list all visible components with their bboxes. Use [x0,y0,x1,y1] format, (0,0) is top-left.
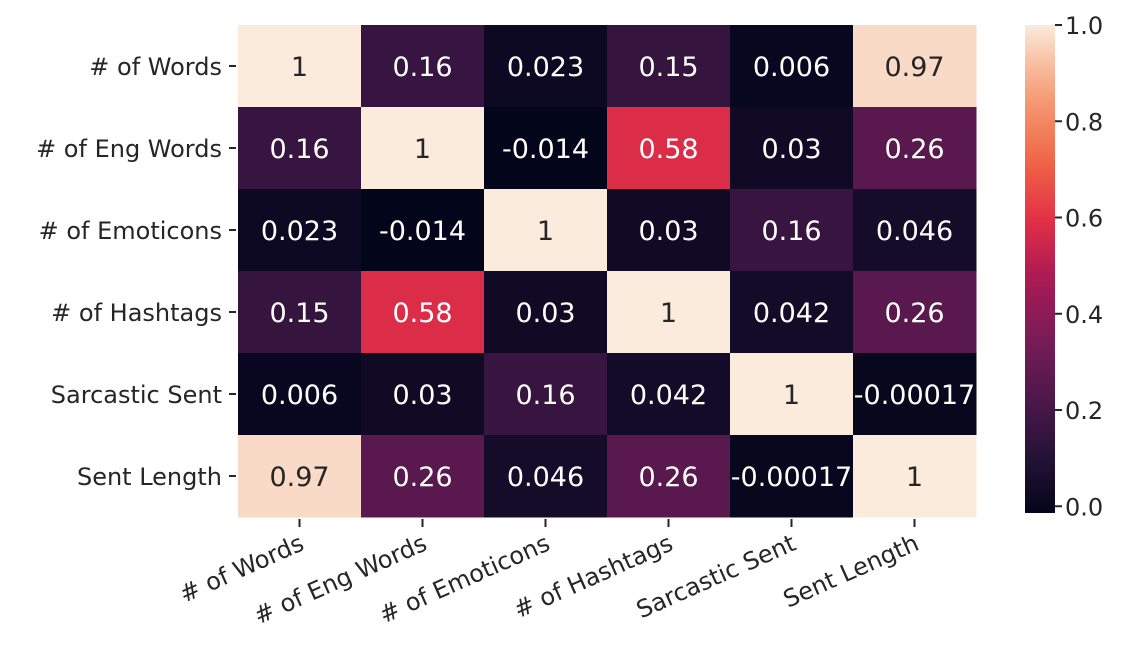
heatmap-cell [730,25,854,108]
cell-value-label: -0.014 [379,216,466,247]
cell-value-label: 0.26 [638,462,698,493]
heatmap-cell [484,25,608,108]
cell-value-label: 0.023 [507,52,584,83]
colorbar-tick-label: 0.8 [1065,108,1103,136]
heatmap-cell [853,189,977,272]
cell-value-label: 1 [783,380,800,411]
cell-value-label: 0.26 [884,298,944,329]
heatmap-cell [730,271,854,354]
heatmap-cell [853,25,977,108]
row-label: # of Emoticons [39,217,222,245]
colorbar: 0.0 0.2 0.4 0.6 0.8 1.0 [1025,12,1103,521]
heatmap-cell [361,189,485,272]
colorbar-tick-label: 1.0 [1065,12,1103,40]
cell-value-label: 1 [906,462,923,493]
cell-value-label: 0.03 [638,216,698,247]
cell-value-label: 1 [537,216,554,247]
heatmap-cell [853,353,977,436]
row-label: # of Eng Words [36,135,222,163]
heatmap-cell [238,271,362,354]
cell-value-label: -0.00017 [854,380,975,411]
colorbar-tick-label: 0.4 [1065,301,1103,329]
heatmap-cell [238,107,362,190]
column-labels: # of Words# of Eng Words# of Emoticons# … [175,519,923,630]
heatmap-cell [853,107,977,190]
heatmap-cell [361,25,485,108]
cell-value-label: 0.006 [753,52,830,83]
heatmap-cells: 1 0.16 0.023 0.15 0.006 0.97 0.16 1 -0.014 0.58 0.… [238,25,977,518]
cell-value-label: 1 [414,134,431,165]
cell-value-label: 0.97 [884,52,944,83]
row-labels: # of Words # of Eng Words # of Emoticons # … [36,53,236,491]
cell-value-label: 0.26 [884,134,944,165]
colorbar-tick-label: 0.6 [1065,205,1103,233]
heatmap-cell [730,353,854,436]
cell-value-label: 0.15 [638,52,698,83]
heatmap-cell [484,189,608,272]
heatmap-cell [361,353,485,436]
heatmap-cell [607,107,731,190]
cell-value-label: -0.014 [502,134,589,165]
cell-value-label: 0.042 [753,298,830,329]
colorbar-gradient [1025,25,1055,513]
heatmap-cell [238,189,362,272]
column-label: Sent Length [779,529,923,614]
heatmap-cell [484,353,608,436]
heatmap-cell [361,271,485,354]
cell-value-label: 0.16 [392,52,452,83]
heatmap-cell [730,189,854,272]
cell-value-label: 0.03 [761,134,821,165]
cell-value-label: 1 [291,52,308,83]
colorbar-tick-label: 0.0 [1065,493,1103,521]
row-label: Sarcastic Sent [51,381,222,409]
cell-value-label: -0.00017 [731,462,852,493]
heatmap-cell [607,435,731,518]
colorbar-tick-label: 0.2 [1065,397,1103,425]
cell-value-label: 0.042 [630,380,707,411]
cell-value-label: 0.006 [261,380,338,411]
cell-value-label: 0.16 [515,380,575,411]
cell-value-label: 0.58 [638,134,698,165]
heatmap-cell [238,435,362,518]
cell-value-label: 0.97 [269,462,329,493]
heatmap-cell [607,25,731,108]
cell-value-label: 0.023 [261,216,338,247]
heatmap-cell [484,271,608,354]
heatmap-cell [730,107,854,190]
heatmap-cell [853,435,977,518]
cell-value-label: 0.046 [507,462,584,493]
cell-value-label: 0.15 [269,298,329,329]
cell-value-label: 0.046 [876,216,953,247]
row-label: # of Words [89,53,222,81]
heatmap-cell [730,435,854,518]
heatmap-cell [607,189,731,272]
cell-value-label: 0.16 [761,216,821,247]
heatmap-cell [853,271,977,354]
heatmap-cell [607,353,731,436]
cell-value-label: 0.16 [269,134,329,165]
cell-value-label: 0.03 [392,380,452,411]
cell-value-label: 0.26 [392,462,452,493]
cell-value-label: 0.58 [392,298,452,329]
heatmap-cell [361,435,485,518]
heatmap-cell [238,353,362,436]
heatmap-cell [238,25,362,108]
cell-value-label: 1 [660,298,677,329]
row-label: Sent Length [77,463,222,491]
heatmap-cell [484,107,608,190]
heatmap-cell [607,271,731,354]
cell-value-label: 0.03 [515,298,575,329]
heatmap-cell [361,107,485,190]
row-label: # of Hashtags [51,299,222,327]
heatmap-cell [484,435,608,518]
